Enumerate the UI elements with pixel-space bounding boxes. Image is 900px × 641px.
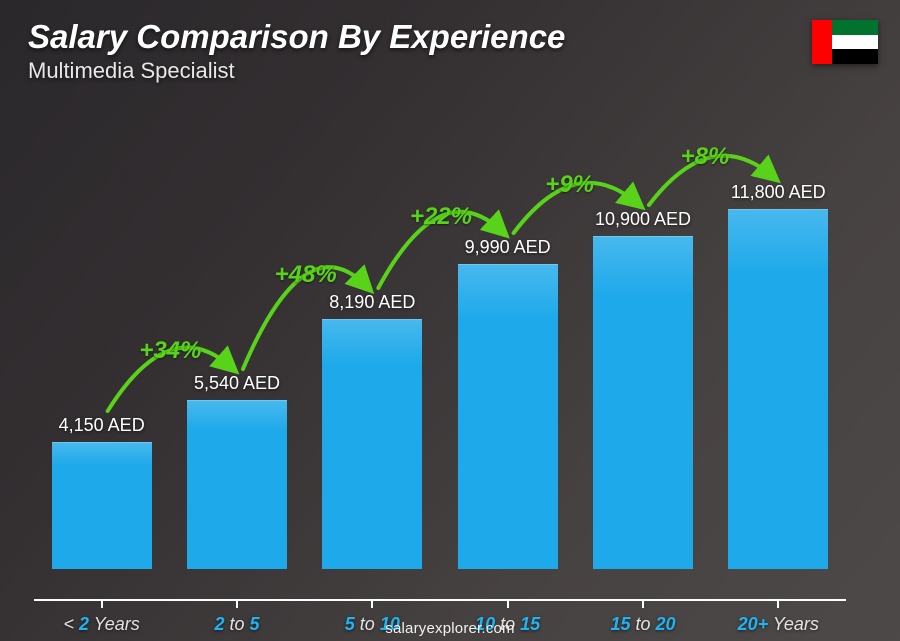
increase-label: +8% bbox=[681, 143, 730, 171]
uae-flag-icon bbox=[812, 20, 878, 64]
x-tick bbox=[777, 601, 779, 608]
increase-label: +48% bbox=[275, 261, 337, 289]
x-tick bbox=[642, 601, 644, 608]
bar-chart: 4,150 AED5,540 AED8,190 AED9,990 AED10,9… bbox=[34, 110, 846, 569]
increase-label: +22% bbox=[410, 203, 472, 231]
x-tick bbox=[507, 601, 509, 608]
x-tick bbox=[236, 601, 238, 608]
x-axis-line bbox=[34, 599, 846, 601]
increase-label: +34% bbox=[139, 337, 201, 365]
increase-label: +9% bbox=[545, 171, 594, 199]
attribution: salaryexplorer.com bbox=[0, 620, 900, 637]
x-tick bbox=[101, 601, 103, 608]
x-tick bbox=[371, 601, 373, 608]
flag-hoist bbox=[812, 20, 832, 64]
chart-title: Salary Comparison By Experience bbox=[28, 18, 565, 56]
